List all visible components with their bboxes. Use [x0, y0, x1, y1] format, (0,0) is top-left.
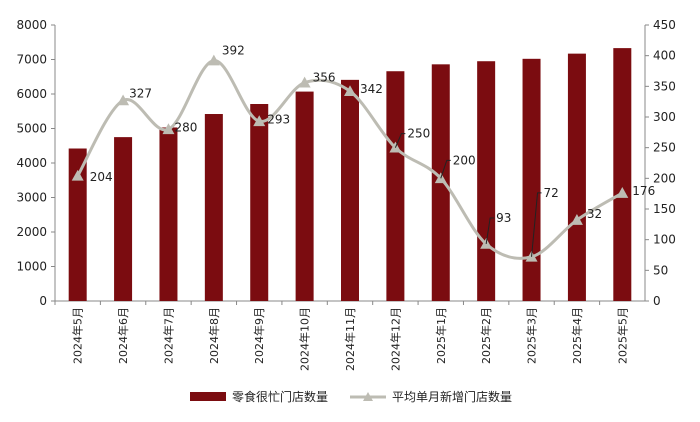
- legend-line-marker: [363, 392, 373, 401]
- x-tick-label: 2025年4月: [570, 307, 584, 364]
- right-tick-label: 450: [653, 18, 676, 32]
- legend: 零食很忙门店数量 平均单月新增门店数量: [190, 389, 512, 404]
- right-tick-label: 300: [653, 110, 676, 124]
- data-label: 93: [496, 211, 511, 225]
- left-tick-label: 3000: [16, 191, 47, 205]
- left-tick-label: 2000: [16, 225, 47, 239]
- bar: [68, 148, 87, 301]
- bar: [477, 61, 496, 301]
- x-tick-label: 2024年10月: [298, 307, 312, 371]
- data-label: 204: [90, 170, 113, 184]
- bar: [386, 71, 405, 301]
- bar: [114, 137, 133, 301]
- label-leader-line: [531, 192, 542, 257]
- label-leader-line: [394, 133, 406, 148]
- line-point: [162, 123, 175, 135]
- right-tick-label: 400: [653, 49, 676, 63]
- data-label: 356: [313, 71, 336, 85]
- axes: 0 1000 2000 3000 4000 5000 6000 7000 8000 0 50 100 1…: [16, 18, 675, 371]
- data-label: 72: [544, 186, 559, 200]
- bar: [341, 79, 359, 301]
- right-tick-label: 100: [653, 233, 676, 247]
- x-tick-label: 2024年6月: [116, 307, 130, 364]
- bar: [250, 104, 269, 301]
- right-tick-label: 0: [653, 294, 661, 308]
- bar: [295, 91, 314, 302]
- data-label: 200: [453, 153, 476, 167]
- label-leader-line: [485, 217, 495, 245]
- line-point: [298, 76, 311, 88]
- x-tick-label: 2025年2月: [479, 307, 493, 364]
- x-tick-label: 2024年12月: [388, 307, 402, 371]
- data-label: 342: [360, 82, 383, 96]
- x-tick-label: 2024年8月: [207, 307, 221, 364]
- bar: [567, 53, 586, 302]
- label-leader-line: [440, 159, 451, 179]
- right-tick-label: 150: [653, 202, 676, 216]
- legend-label-line: 平均单月新增门店数量: [392, 389, 512, 404]
- x-tick-label: 2025年3月: [525, 307, 539, 364]
- line-point: [344, 85, 356, 97]
- right-tick-label: 50: [653, 263, 668, 277]
- bar: [159, 127, 178, 301]
- line-point: [71, 169, 84, 181]
- line-series-monthly-new-stores: [71, 54, 629, 262]
- bar: [522, 58, 541, 302]
- line-point: [207, 54, 220, 66]
- line-point: [117, 94, 130, 106]
- data-label: 327: [129, 86, 152, 100]
- data-label: 176: [632, 184, 655, 198]
- data-labels: 204 327 280 392 293 356 342 250 200 93 72 32 176: [90, 44, 655, 257]
- right-tick-label: 200: [653, 171, 676, 185]
- right-tick-label: 250: [653, 141, 676, 155]
- line-point: [616, 187, 629, 198]
- data-label: 293: [267, 112, 290, 126]
- left-tick-label: 8000: [16, 18, 47, 32]
- x-tick-label: 2024年5月: [71, 307, 85, 364]
- bar: [613, 48, 632, 301]
- line-point: [570, 214, 583, 225]
- data-label: 250: [407, 127, 430, 141]
- x-tick-label: 2024年11月: [343, 307, 357, 371]
- left-tick-label: 5000: [16, 122, 47, 136]
- left-tick-label: 1000: [16, 260, 47, 274]
- x-tick-label: 2024年7月: [161, 307, 175, 364]
- bar: [204, 114, 223, 301]
- x-tick-label: 2025年5月: [615, 307, 629, 364]
- data-label: 392: [222, 44, 245, 58]
- x-tick-label: 2024年9月: [252, 307, 266, 364]
- data-label: 32: [587, 207, 602, 221]
- legend-label-bar: 零食很忙门店数量: [232, 389, 328, 404]
- left-tick-label: 7000: [16, 53, 47, 67]
- bar-series-store-count: [68, 48, 632, 302]
- left-tick-label: 0: [39, 294, 47, 308]
- left-tick-label: 4000: [16, 156, 47, 170]
- x-tick-label: 2025年1月: [434, 307, 448, 364]
- left-tick-label: 6000: [16, 87, 47, 101]
- line-point: [253, 115, 266, 127]
- right-tick-label: 350: [653, 79, 676, 93]
- legend-bar-swatch: [190, 392, 226, 401]
- data-label: 280: [174, 120, 197, 134]
